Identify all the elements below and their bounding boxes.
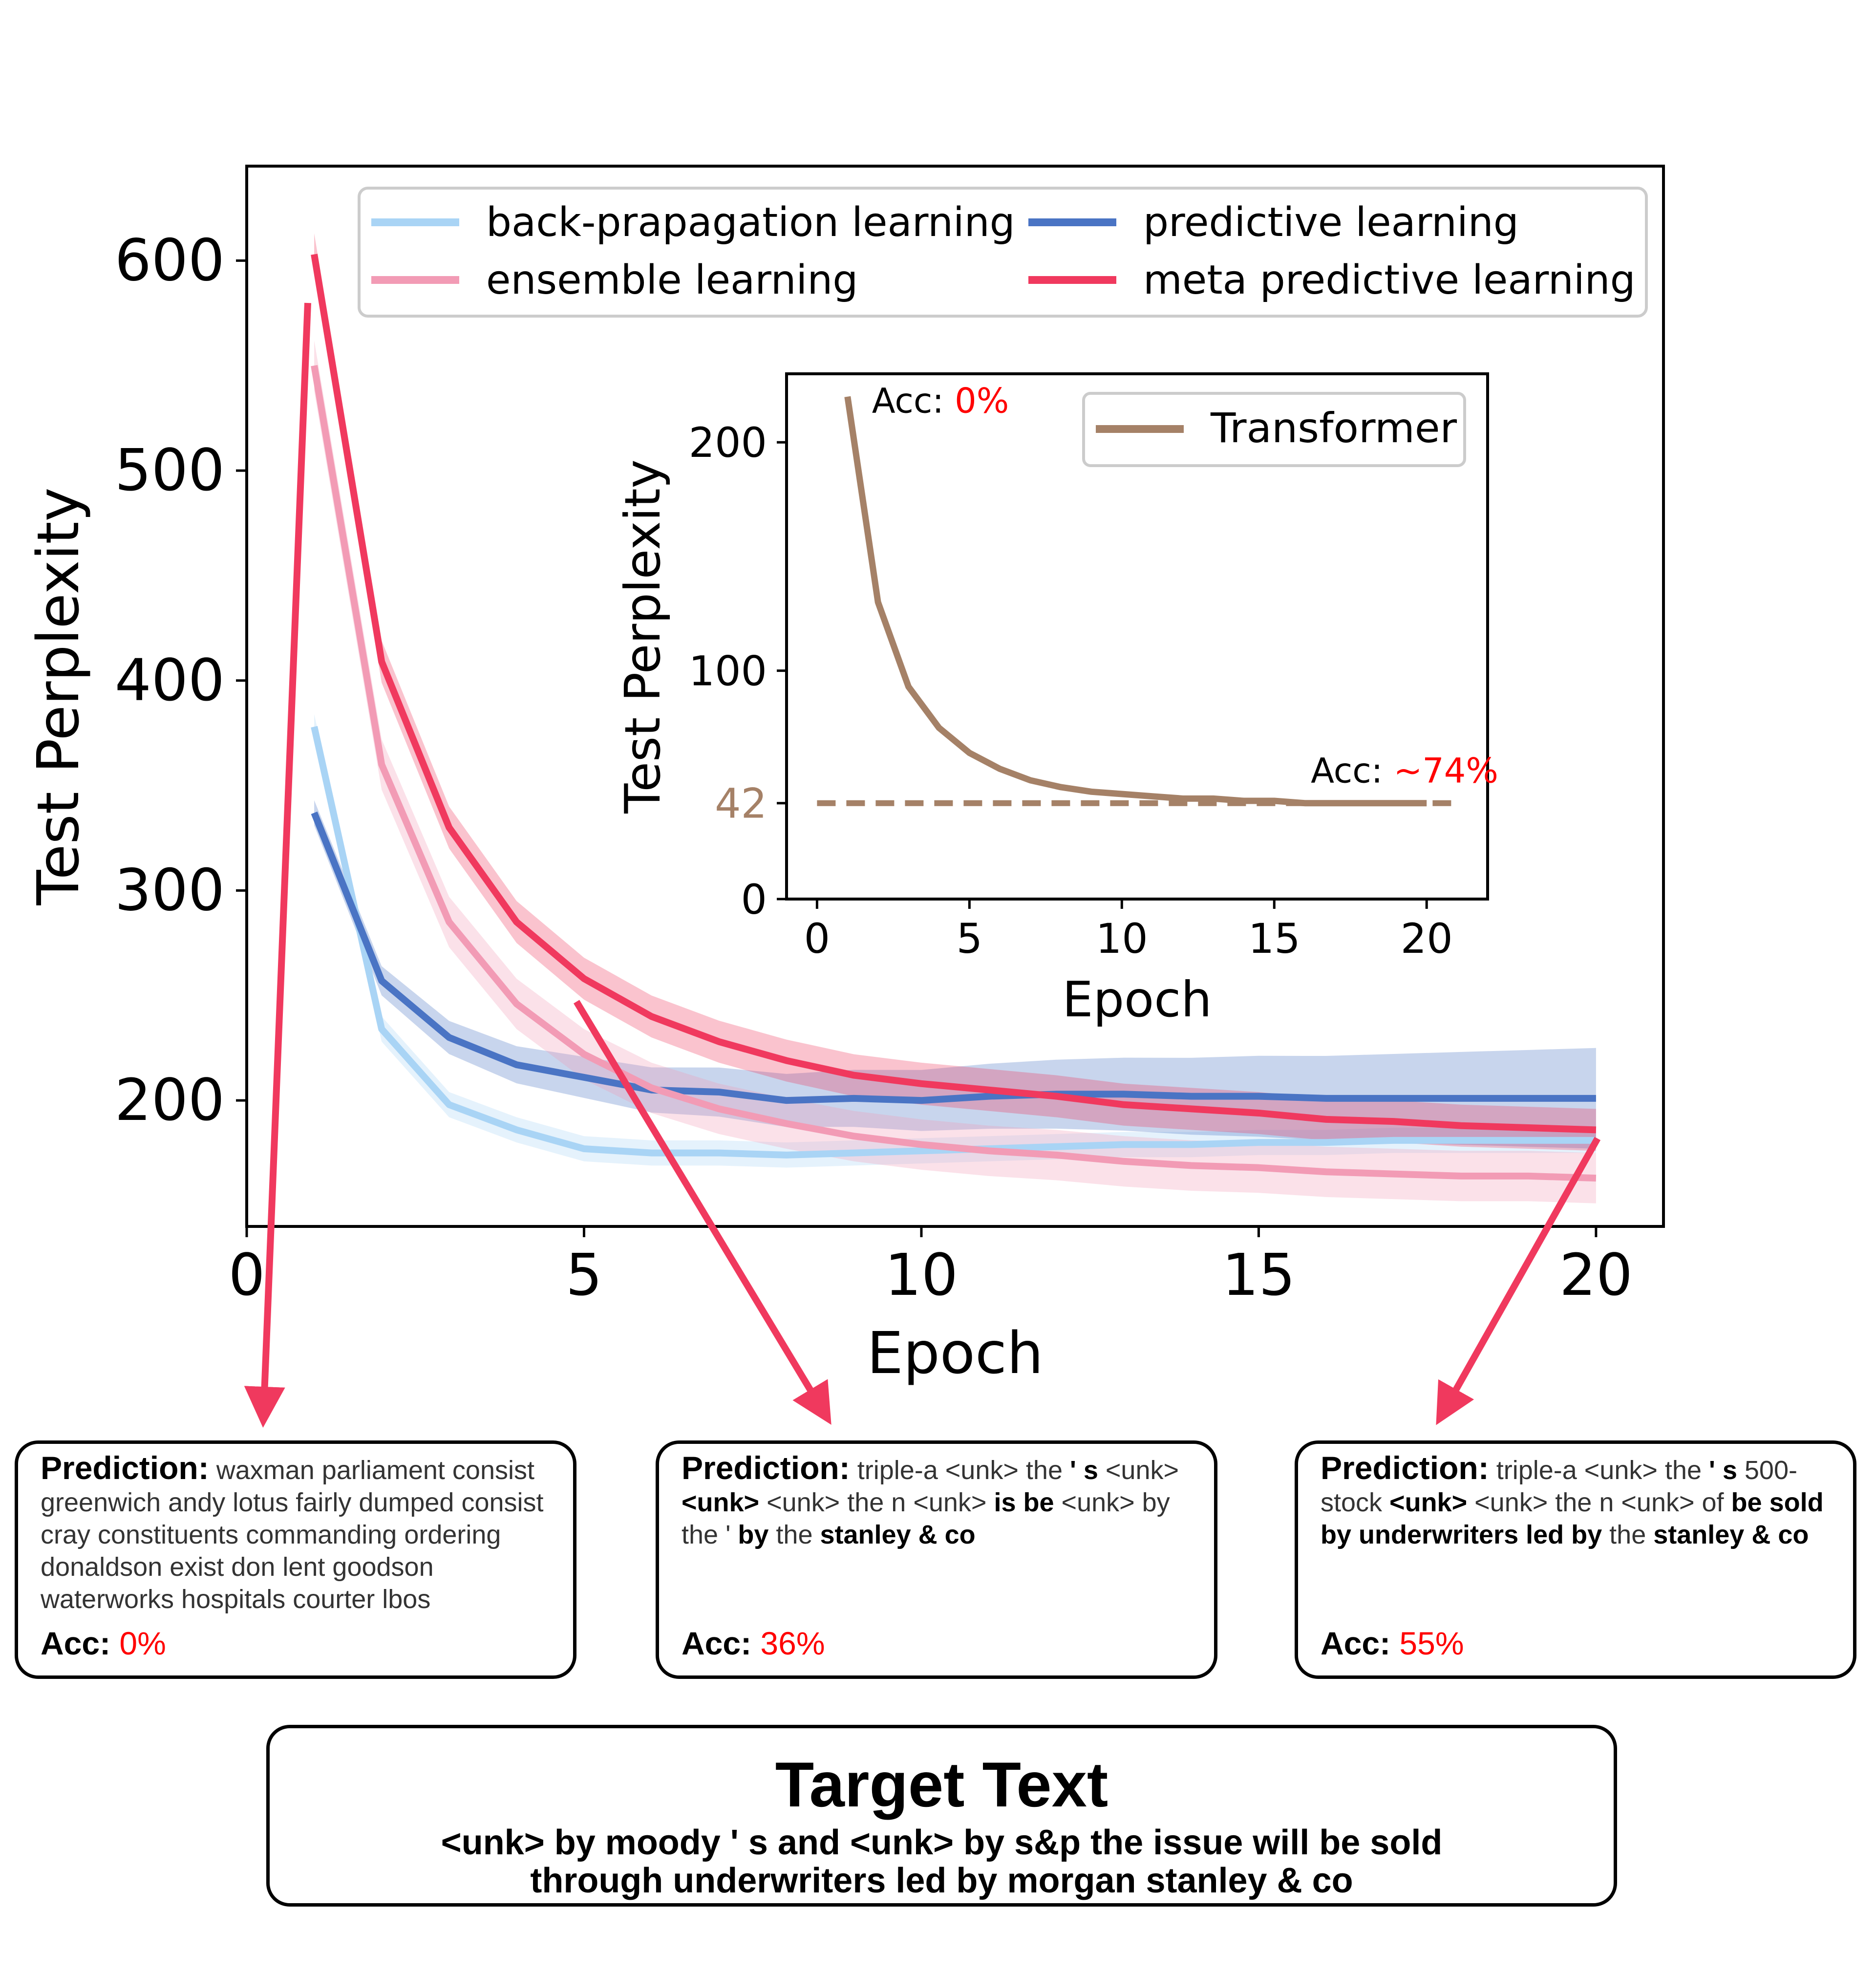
accuracy-label: Acc: <box>1311 751 1393 791</box>
legend-label-3: meta predictive learning <box>1143 257 1636 303</box>
prediction-correct-words: ' s <box>1708 1456 1737 1485</box>
prediction-label: Prediction: <box>682 1450 850 1486</box>
y-tick-label: 300 <box>115 856 225 923</box>
inset-x-tick-label: 0 <box>804 915 830 963</box>
inset-y-tick-label: 100 <box>689 647 767 695</box>
inset-x-tick-label: 5 <box>957 915 982 963</box>
inset-x-axis-label: Epoch <box>1062 971 1212 1028</box>
prediction-correct-words: be sold by underwriters led by <box>1321 1488 1824 1549</box>
target-text-title: Target Text <box>775 1749 1109 1820</box>
annotation-arrow-0 <box>244 302 311 1428</box>
prediction-words: the <box>768 1520 820 1549</box>
prediction-words: <unk> the n <unk> of <box>1467 1488 1731 1517</box>
inset-y-tick-label: 0 <box>741 876 767 923</box>
prediction-box-epoch-5: Prediction: triple-a <unk> the ' s <unk>… <box>656 1440 1217 1679</box>
accuracy-readout: Acc: 36% <box>682 1625 825 1662</box>
prediction-text: Prediction: waxman parliament consist gr… <box>18 1444 573 1623</box>
legend: back-prapagation learning predictive lear… <box>358 187 1648 318</box>
accuracy-value: 36% <box>760 1625 825 1661</box>
accuracy-value: 0% <box>955 381 1009 421</box>
inset-x-tick-label: 15 <box>1248 915 1300 963</box>
accuracy-label: Acc: <box>41 1625 111 1661</box>
prediction-box-epoch-1: Prediction: waxman parliament consist gr… <box>15 1440 576 1679</box>
confidence-band-1 <box>314 800 1596 1149</box>
x-tick-label: 20 <box>1559 1241 1633 1309</box>
prediction-text: Prediction: triple-a <unk> the ' s <unk>… <box>659 1444 1214 1559</box>
series-line-2 <box>311 365 1597 1182</box>
series-line-3 <box>311 254 1597 1134</box>
y-axis-label: Test Perplexity <box>24 488 92 906</box>
accuracy-value: ~74% <box>1394 751 1498 791</box>
y-tick-label: 600 <box>115 226 225 294</box>
x-tick-label: 10 <box>885 1241 958 1309</box>
inset-accuracy-annotation-0: Acc: 0% <box>872 381 1009 421</box>
legend-label-1: predictive learning <box>1143 199 1519 246</box>
prediction-words: triple-a <unk> the <box>850 1456 1070 1485</box>
inset-x-tick-label: 20 <box>1401 915 1453 963</box>
y-tick-label: 200 <box>115 1066 225 1134</box>
plot-frame <box>245 165 1665 1228</box>
series-line-1 <box>311 811 1596 1104</box>
prediction-correct-words: ' s <box>1069 1456 1098 1485</box>
prediction-correct-words: by <box>738 1520 769 1549</box>
prediction-text: Prediction: triple-a <unk> the ' s 500-s… <box>1298 1444 1853 1559</box>
prediction-correct-words: stanley & co <box>1653 1520 1809 1549</box>
target-text-line-1: <unk> by moody ' s and <unk> by s&p the … <box>441 1823 1443 1862</box>
accuracy-label: Acc: <box>682 1625 752 1661</box>
accuracy-readout: Acc: 0% <box>41 1625 166 1662</box>
accuracy-value: 0% <box>119 1625 166 1661</box>
x-tick-label: 0 <box>228 1241 265 1309</box>
prediction-words: waxman parliament consist greenwich andy… <box>41 1456 544 1614</box>
legend-box <box>358 187 1648 318</box>
target-text-box: Target Text <unk> by moody ' s and <unk>… <box>266 1725 1617 1907</box>
y-tick-label: 400 <box>115 646 225 714</box>
transformer-line <box>844 396 1427 807</box>
accuracy-readout: Acc: 55% <box>1321 1625 1464 1662</box>
prediction-box-epoch-20: Prediction: triple-a <unk> the ' s 500-s… <box>1295 1440 1856 1679</box>
inset-accuracy-annotation-1: Acc: ~74% <box>1311 751 1498 791</box>
prediction-words: <unk> <box>1098 1456 1179 1485</box>
annotation-arrows <box>244 302 1601 1428</box>
prediction-words: the <box>1602 1520 1654 1549</box>
prediction-label: Prediction: <box>1321 1450 1489 1486</box>
inset-y-axis-label: Test Perplexity <box>614 459 671 814</box>
accuracy-label: Acc: <box>1321 1625 1391 1661</box>
target-text-line-2: through underwriters led by morgan stanl… <box>530 1861 1353 1900</box>
accuracy-label: Acc: <box>872 381 955 421</box>
prediction-correct-words: <unk> <box>682 1488 760 1517</box>
inset-y-tick-label: 200 <box>689 419 767 467</box>
inset-legend-box <box>1082 392 1466 467</box>
prediction-words: triple-a <unk> the <box>1489 1456 1709 1485</box>
annotation-arrow-1 <box>574 1000 831 1425</box>
x-tick-label: 15 <box>1222 1241 1295 1309</box>
inset-legend-label: Transformer <box>1210 404 1457 452</box>
prediction-words: <unk> the n <unk> <box>759 1488 994 1517</box>
inset-y-tick-label: 42 <box>715 780 767 828</box>
prediction-correct-words: is be <box>994 1488 1054 1517</box>
prediction-correct-words: <unk> <box>1389 1488 1468 1517</box>
legend-label-2: ensemble learning <box>486 257 858 303</box>
legend-label-0: back-prapagation learning <box>486 199 1015 246</box>
x-axis-label: Epoch <box>867 1319 1043 1387</box>
inset-x-tick-label: 10 <box>1096 915 1148 963</box>
y-tick-label: 500 <box>115 436 225 504</box>
prediction-words: 500-stock <box>1321 1456 1797 1517</box>
accuracy-value: 55% <box>1399 1625 1464 1661</box>
x-tick-label: 5 <box>566 1241 602 1309</box>
prediction-words: <unk> by the ' <box>682 1488 1170 1549</box>
annotation-arrow-2 <box>1436 1137 1601 1425</box>
prediction-label: Prediction: <box>41 1450 209 1486</box>
prediction-correct-words: stanley & co <box>820 1520 976 1549</box>
